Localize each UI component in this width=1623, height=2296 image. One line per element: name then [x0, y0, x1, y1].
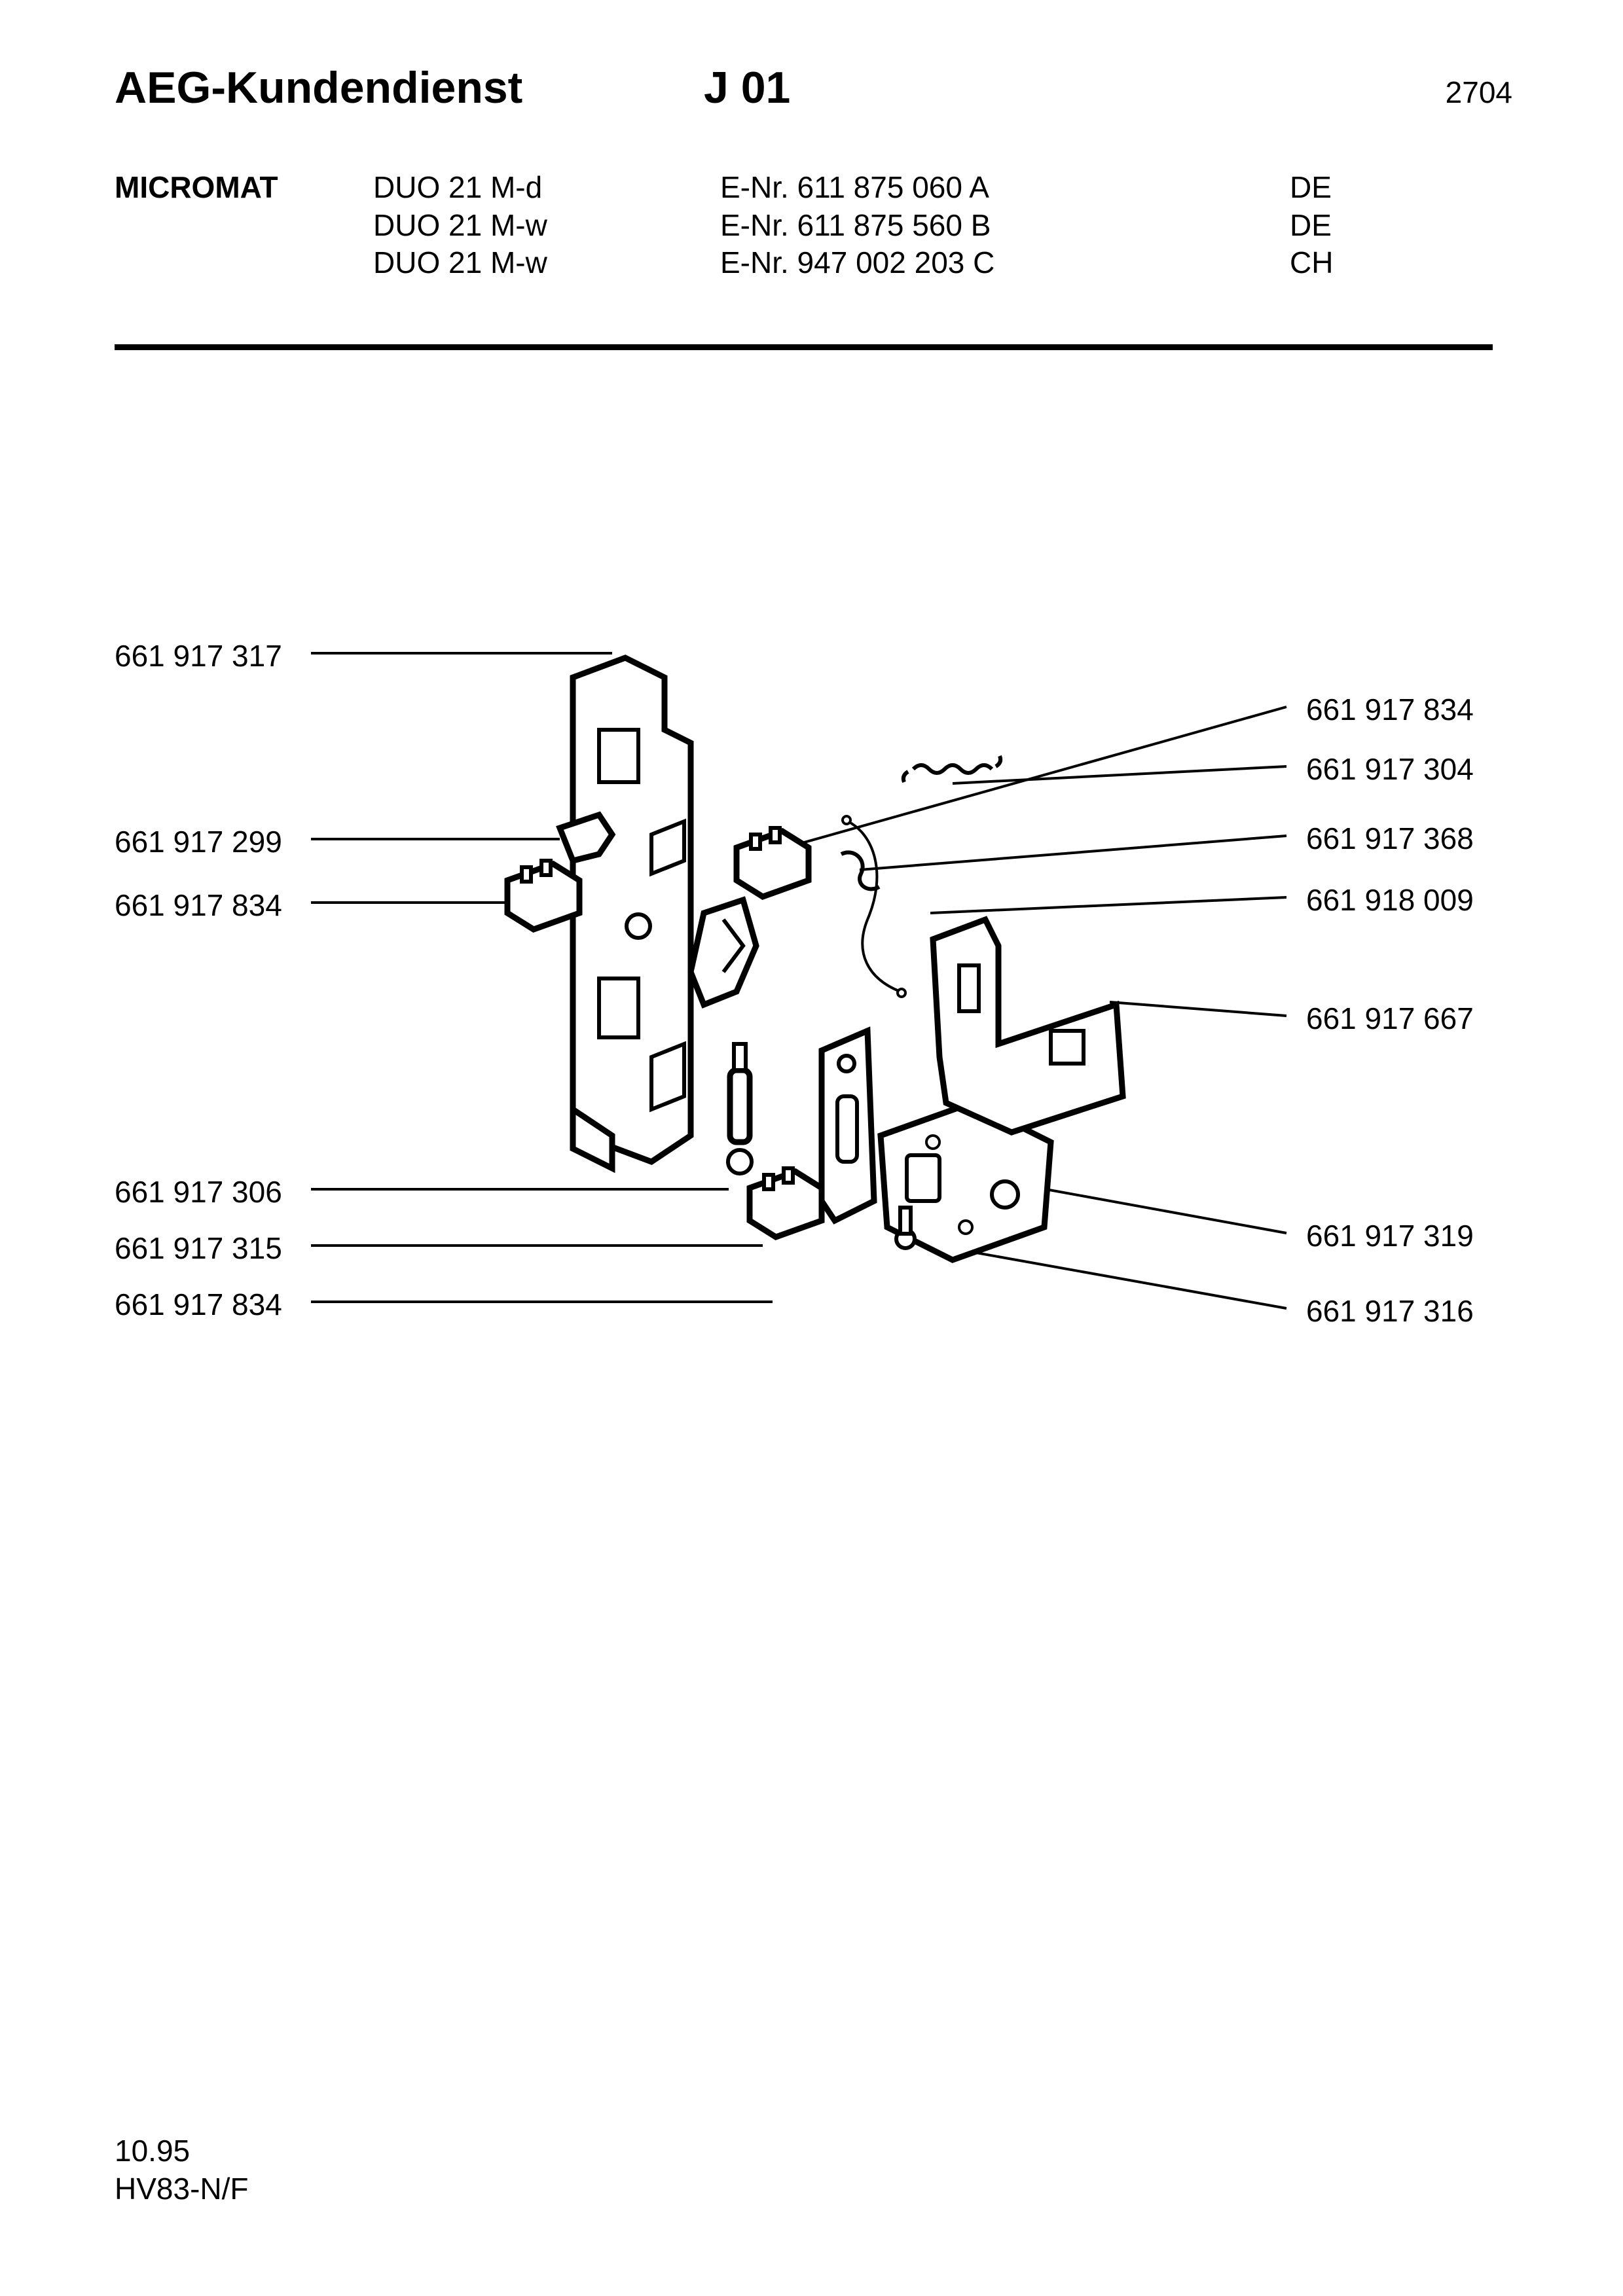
enr-cell: E-Nr. 611 875 060 A: [720, 169, 1290, 207]
diagram-svg: [115, 638, 1493, 1410]
page-number: 2704: [1247, 75, 1512, 110]
leader-line: [1031, 1187, 1286, 1233]
leader-line: [1110, 1002, 1286, 1016]
product-name: MICROMAT: [115, 169, 373, 207]
country-cell: DE: [1290, 169, 1421, 207]
leader-line: [860, 836, 1286, 870]
part-spring: [903, 756, 1000, 782]
part-switch: [750, 1168, 822, 1237]
divider: [115, 344, 1493, 350]
leader-line: [953, 766, 1286, 783]
leader-line: [748, 707, 1286, 858]
part-pin: [896, 1208, 915, 1248]
footer-doc-code: HV83-N/F: [115, 2170, 248, 2208]
part-bracket: [933, 920, 1123, 1132]
part-switch: [737, 828, 809, 897]
part-latch-plate: [573, 658, 691, 1168]
exploded-diagram: 661 917 317 661 917 299 661 917 834 661 …: [115, 638, 1493, 1410]
enr-cell: E-Nr. 947 002 203 C: [720, 244, 1290, 282]
leader-line: [930, 897, 1286, 913]
brand-title: AEG-Kundendienst: [115, 62, 704, 113]
part-wire-end: [898, 989, 905, 997]
part-hook: [691, 900, 756, 1005]
part-wire-end: [843, 816, 850, 824]
model-table: MICROMAT DUO 21 M-d DUO 21 M-w DUO 21 M-…: [115, 169, 1512, 282]
model-cell: DUO 21 M-w: [373, 244, 720, 282]
part-switch: [507, 861, 579, 929]
page-code: J 01: [704, 62, 1247, 113]
footer-date: 10.95: [115, 2132, 248, 2170]
model-cell: DUO 21 M-w: [373, 207, 720, 245]
enr-cell: E-Nr. 611 875 560 B: [720, 207, 1290, 245]
part-wire: [848, 821, 900, 992]
country-cell: DE: [1290, 207, 1421, 245]
country-cell: CH: [1290, 244, 1421, 282]
part-bracket: [822, 1031, 874, 1221]
model-cell: DUO 21 M-d: [373, 169, 720, 207]
part-pin: [728, 1044, 752, 1174]
